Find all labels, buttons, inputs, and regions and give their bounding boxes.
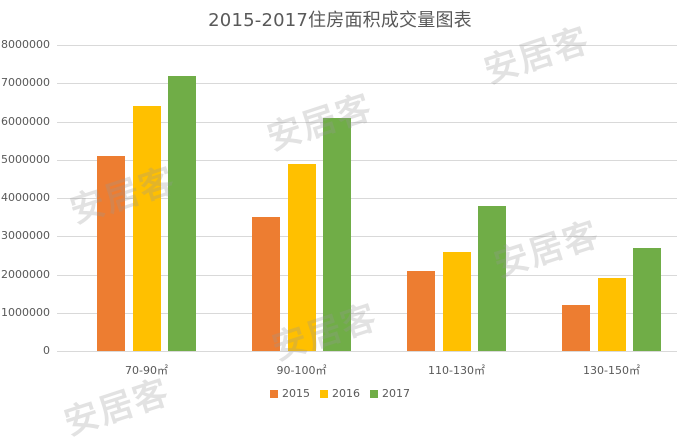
bar-2017-3 xyxy=(633,248,661,351)
y-tick-label: 4000000 xyxy=(0,191,50,204)
x-tick-label: 110-130㎡ xyxy=(377,362,537,378)
y-tick-label: 6000000 xyxy=(0,115,50,128)
x-tick-label: 90-100㎡ xyxy=(222,362,382,378)
bar-2016-3 xyxy=(598,278,626,351)
bar-2017-1 xyxy=(323,118,351,351)
y-tick-label: 1000000 xyxy=(0,306,50,319)
y-tick-label: 0 xyxy=(0,344,50,357)
y-tick-label: 7000000 xyxy=(0,76,50,89)
plot-area xyxy=(57,45,677,351)
gridline xyxy=(57,45,677,46)
bar-2015-3 xyxy=(562,305,590,351)
y-tick-label: 8000000 xyxy=(0,38,50,51)
x-tick-label: 130-150㎡ xyxy=(532,362,680,378)
legend-item-2017: 2017 xyxy=(370,387,410,400)
legend: 2015 2016 2017 xyxy=(0,387,680,400)
bar-2015-0 xyxy=(97,156,125,351)
y-tick-label: 5000000 xyxy=(0,153,50,166)
chart-title: 2015-2017住房面积成交量图表 xyxy=(0,6,680,32)
bar-2015-2 xyxy=(407,271,435,351)
legend-swatch-icon xyxy=(320,390,328,398)
bar-2017-2 xyxy=(478,206,506,351)
legend-item-2015: 2015 xyxy=(270,387,310,400)
legend-swatch-icon xyxy=(270,390,278,398)
bar-2016-0 xyxy=(133,106,161,351)
legend-swatch-icon xyxy=(370,390,378,398)
x-tick-label: 70-90㎡ xyxy=(67,362,227,378)
gridline xyxy=(57,83,677,84)
gridline xyxy=(57,351,677,352)
legend-item-2016: 2016 xyxy=(320,387,360,400)
legend-label: 2016 xyxy=(332,387,360,400)
legend-label: 2017 xyxy=(382,387,410,400)
bar-2017-0 xyxy=(168,76,196,351)
bar-2016-2 xyxy=(443,252,471,351)
bar-2015-1 xyxy=(252,217,280,351)
y-tick-label: 2000000 xyxy=(0,268,50,281)
y-tick-label: 3000000 xyxy=(0,229,50,242)
bar-2016-1 xyxy=(288,164,316,351)
legend-label: 2015 xyxy=(282,387,310,400)
